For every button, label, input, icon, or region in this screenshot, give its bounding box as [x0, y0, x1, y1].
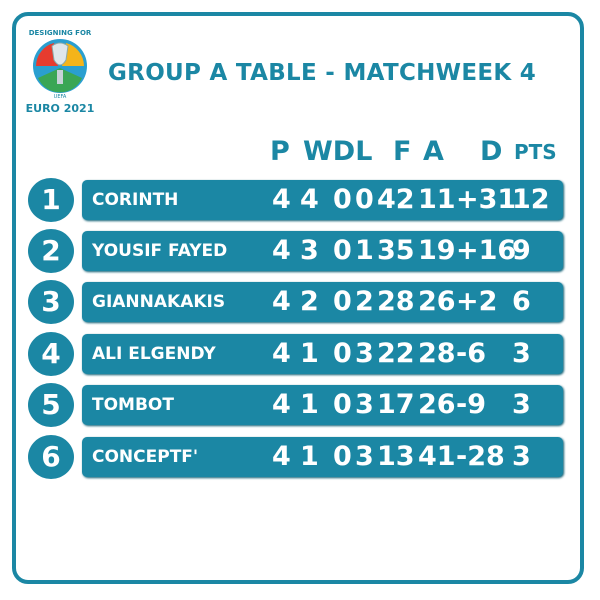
stat-w: 1	[300, 389, 319, 420]
stat-f: 28	[377, 286, 415, 317]
svg-text:UEFA: UEFA	[54, 94, 67, 100]
team-bar: GIANNAKAKIS	[82, 282, 563, 322]
stat-l: 3	[355, 441, 374, 472]
stat-p: 4	[272, 286, 291, 317]
stat-w: 4	[300, 184, 319, 215]
stat-d: 0	[333, 184, 352, 215]
stat-l: 2	[355, 286, 374, 317]
position-badge: 1	[28, 178, 74, 222]
team-bar: YOUSIF FAYED	[82, 231, 563, 271]
stat-gd: -6	[456, 338, 486, 369]
team-bar: CONCEPTF'	[82, 437, 563, 477]
table-row: 4 ALI ELGENDY 4 1 0 3 22 28 -6 3	[0, 332, 600, 376]
team-name: ALI ELGENDY	[92, 344, 216, 364]
team-bar: CORINTH	[82, 180, 563, 220]
col-header-p: P	[270, 136, 290, 167]
team-name: CORINTH	[92, 190, 179, 210]
page-title: GROUP A TABLE - MATCHWEEK 4	[108, 60, 537, 86]
table-row: 3 GIANNAKAKIS 4 2 0 2 28 26 +2 6	[0, 280, 600, 324]
stat-d: 0	[333, 441, 352, 472]
team-bar: ALI ELGENDY	[82, 334, 563, 374]
stat-f: 42	[377, 184, 415, 215]
col-header-d: D	[480, 136, 503, 167]
stat-d: 0	[333, 338, 352, 369]
position-badge: 3	[28, 280, 74, 324]
position-badge: 2	[28, 229, 74, 273]
svg-text:DESIGNING FOR: DESIGNING FOR	[29, 29, 92, 37]
stat-d: 0	[333, 286, 352, 317]
stat-p: 4	[272, 235, 291, 266]
stat-f: 22	[377, 338, 415, 369]
stat-pts: 9	[512, 235, 531, 266]
team-name: YOUSIF FAYED	[92, 241, 228, 261]
stat-gd: -28	[456, 441, 505, 472]
stat-p: 4	[272, 184, 291, 215]
position-badge: 4	[28, 332, 74, 376]
stat-pts: 3	[512, 389, 531, 420]
stat-f: 17	[377, 389, 415, 420]
stat-w: 2	[300, 286, 319, 317]
stat-f: 35	[377, 235, 415, 266]
stat-p: 4	[272, 338, 291, 369]
table-row: 1 CORINTH 4 4 0 0 42 11 +31 12	[0, 178, 600, 222]
stat-a: 28	[418, 338, 456, 369]
stat-gd: +2	[456, 286, 498, 317]
stat-a: 26	[418, 389, 456, 420]
col-header-wdl: WDL	[303, 136, 373, 167]
position-badge: 6	[28, 435, 74, 479]
table-row: 2 YOUSIF FAYED 4 3 0 1 35 19 +16 9	[0, 229, 600, 273]
stat-p: 4	[272, 389, 291, 420]
table-row: 5 TOMBOT 4 1 0 3 17 26 -9 3	[0, 383, 600, 427]
stat-gd: +31	[456, 184, 517, 215]
stat-l: 0	[355, 184, 374, 215]
stat-gd: -9	[456, 389, 486, 420]
stat-gd: +16	[456, 235, 517, 266]
stat-pts: 6	[512, 286, 531, 317]
stat-a: 11	[418, 184, 456, 215]
svg-text:EURO 2021: EURO 2021	[26, 102, 95, 115]
euro-2021-logo: DESIGNING FOR UEFA EURO 2021	[26, 29, 95, 115]
stat-pts: 3	[512, 338, 531, 369]
stat-pts: 12	[512, 184, 550, 215]
stat-a: 41	[418, 441, 456, 472]
stat-d: 0	[333, 389, 352, 420]
stat-pts: 3	[512, 441, 531, 472]
team-name: GIANNAKAKIS	[92, 292, 226, 312]
stat-w: 3	[300, 235, 319, 266]
col-header-f: F	[393, 136, 412, 167]
stat-l: 3	[355, 389, 374, 420]
stat-w: 1	[300, 338, 319, 369]
stat-w: 1	[300, 441, 319, 472]
team-name: TOMBOT	[92, 395, 174, 415]
team-bar: TOMBOT	[82, 385, 563, 425]
team-name: CONCEPTF'	[92, 447, 199, 467]
stat-a: 26	[418, 286, 456, 317]
stat-f: 13	[377, 441, 415, 472]
stat-l: 3	[355, 338, 374, 369]
position-badge: 5	[28, 383, 74, 427]
frame-border	[12, 12, 584, 584]
stat-a: 19	[418, 235, 456, 266]
stat-d: 0	[333, 235, 352, 266]
col-header-a: A	[423, 136, 444, 167]
stat-l: 1	[355, 235, 374, 266]
table-row: 6 CONCEPTF' 4 1 0 3 13 41 -28 3	[0, 435, 600, 479]
stat-p: 4	[272, 441, 291, 472]
col-header-pts: PTS	[514, 140, 557, 164]
